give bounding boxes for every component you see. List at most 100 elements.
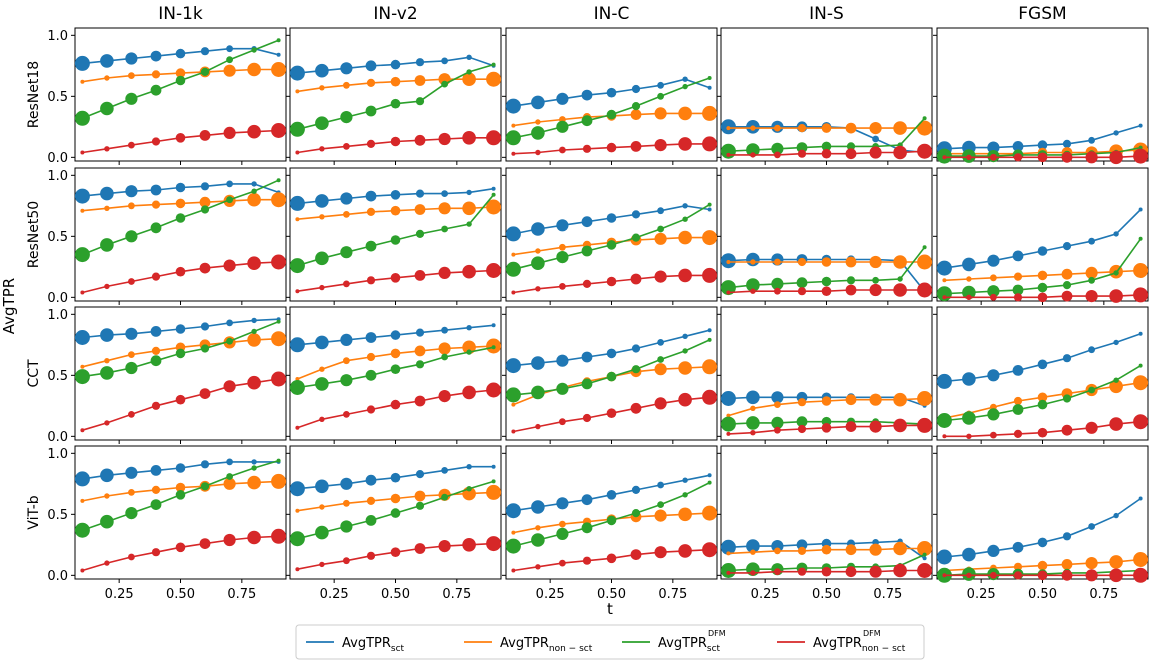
point-nonsctdfm-1-3-8 [917,282,933,298]
point-sctdfm-2-1-4 [390,364,401,375]
point-sctdfm-2-0-4 [175,348,186,359]
point-nonsctdfm-3-4-0 [942,573,947,578]
xtick-label-2-1: 0.50 [597,587,626,602]
point-sctdfm-2-2-7 [682,348,688,354]
point-sct-3-0-0 [74,471,90,487]
point-nonsct-2-4-3 [1013,396,1023,406]
point-sctdfm-2-0-3 [150,355,162,367]
point-nonsctdfm-3-0-0 [80,568,85,573]
point-sct-3-1-8 [491,464,496,469]
point-sctdfm-2-4-0 [936,413,952,428]
point-sctdfm-0-0-0 [74,110,90,126]
point-nonsct-1-1-0 [295,217,300,222]
point-nonsct-1-0-1 [104,205,110,211]
point-sct-2-2-2 [556,354,569,367]
point-nonsct-2-3-5 [845,394,857,406]
point-nonsct-1-1-5 [414,204,426,215]
point-nonsct-1-0-2 [127,202,135,210]
point-sct-3-3-2 [771,540,784,553]
point-sct-1-1-2 [340,192,353,205]
point-nonsctdfm-3-3-8 [917,563,933,578]
point-sctdfm-2-2-8 [707,337,712,342]
point-nonsctdfm-0-4-6 [1085,151,1098,164]
point-nonsctdfm-0-4-8 [1133,148,1149,164]
row-label-0: ResNet18 [26,61,42,128]
point-nonsctdfm-2-2-1 [535,423,541,430]
point-nonsctdfm-2-4-2 [990,431,997,439]
point-sct-2-1-1 [315,335,329,350]
point-nonsctdfm-1-1-0 [295,289,300,294]
point-sctdfm-0-2-0 [505,130,521,146]
point-nonsctdfm-0-0-3 [151,137,161,146]
point-sct-2-2-6 [657,339,664,346]
point-sct-2-3-1 [746,390,760,405]
point-sct-1-2-2 [556,219,569,232]
point-nonsctdfm-3-0-3 [151,548,161,557]
point-sct-0-2-5 [631,84,641,94]
point-nonsct-1-3-8 [917,254,933,270]
point-sctdfm-0-1-7 [466,69,472,75]
point-nonsctdfm-3-0-6 [223,533,236,547]
panel-frame-0-4 [936,27,1149,162]
point-nonsct-1-3-3 [797,257,807,267]
point-nonsct-3-1-2 [343,499,350,507]
point-nonsctdfm-2-4-1 [966,433,972,439]
point-nonsctdfm-3-4-6 [1085,569,1098,582]
point-nonsct-1-1-3 [366,207,376,216]
point-sctdfm-1-3-8 [922,245,927,250]
point-sctdfm-3-1-5 [415,501,425,510]
point-nonsct-1-3-4 [821,257,832,267]
point-sctdfm-1-4-3 [1012,284,1024,296]
point-nonsct-0-2-6 [654,107,667,120]
point-nonsct-2-1-0 [295,377,300,381]
point-nonsctdfm-0-0-7 [247,124,261,139]
point-nonsctdfm-0-1-3 [366,139,376,148]
point-nonsctdfm-0-0-2 [127,141,135,149]
point-sctdfm-3-1-3 [365,515,377,526]
point-nonsct-1-4-6 [1085,266,1098,279]
point-nonsctdfm-0-1-2 [343,143,350,150]
point-nonsctdfm-1-1-2 [343,280,350,288]
xtick-label-1-0: 0.25 [320,587,349,602]
point-nonsct-2-0-8 [271,331,287,347]
point-sct-0-4-8 [1138,123,1143,128]
point-nonsct-0-3-2 [774,124,781,132]
point-sctdfm-2-1-7 [466,349,472,355]
point-nonsct-1-1-6 [438,202,451,215]
point-sct-1-0-3 [150,184,162,196]
point-sctdfm-2-2-6 [657,356,664,363]
point-nonsctdfm-3-1-1 [319,561,325,568]
point-sctdfm-1-2-1 [531,256,545,271]
point-sctdfm-1-3-6 [872,276,879,284]
point-sctdfm-1-1-1 [315,251,329,266]
point-sct-0-0-8 [276,52,281,57]
point-sct-1-4-5 [1062,242,1072,251]
point-nonsctdfm-1-2-5 [630,273,642,285]
point-nonsctdfm-1-4-2 [990,293,997,301]
point-sct-0-4-4 [1037,140,1048,150]
point-nonsctdfm-2-3-8 [917,417,933,433]
point-nonsctdfm-2-2-8 [702,389,718,405]
point-sctdfm-3-2-0 [505,538,521,554]
ytick-label-3-2: 1.0 [47,447,68,462]
point-sctdfm-3-1-6 [441,493,448,501]
point-nonsctdfm-1-2-4 [606,276,617,287]
point-nonsctdfm-1-2-1 [535,286,541,292]
point-nonsct-1-3-6 [869,255,882,269]
point-sct-1-1-8 [491,186,496,191]
point-nonsct-1-1-4 [390,205,401,216]
point-sct-3-4-0 [936,549,952,565]
point-nonsctdfm-0-2-5 [630,141,642,152]
point-sctdfm-1-1-5 [415,229,425,238]
point-nonsctdfm-1-1-1 [319,284,325,291]
point-sct-1-2-7 [682,203,688,209]
point-sctdfm-3-2-1 [531,533,545,547]
point-sctdfm-1-0-7 [251,188,257,194]
point-sctdfm-2-1-3 [365,369,377,381]
point-nonsct-3-4-4 [1037,560,1048,571]
point-sctdfm-2-0-7 [251,328,257,335]
point-nonsct-2-1-6 [438,342,451,355]
point-sctdfm-1-4-4 [1037,282,1048,293]
point-nonsct-0-2-5 [630,109,642,120]
point-nonsct-1-3-0 [726,260,731,264]
